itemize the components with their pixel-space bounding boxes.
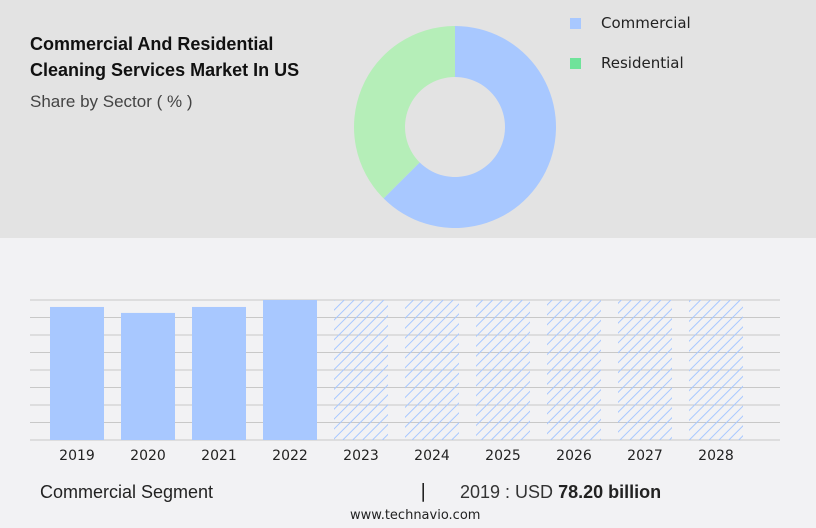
x-tick-label: 2027 <box>627 448 663 464</box>
x-tick-label: 2022 <box>272 448 308 464</box>
legend-label: Commercial <box>601 14 691 32</box>
chart-subtitle: Share by Sector ( % ) <box>30 92 193 111</box>
source-url: www.technavio.com <box>350 508 481 523</box>
x-tick-label: 2020 <box>130 448 166 464</box>
x-tick-label: 2021 <box>201 448 237 464</box>
title-line-2: Cleaning Services Market In US <box>30 60 300 80</box>
bar-2026 <box>547 300 601 440</box>
legend-residential: Residential <box>570 54 684 72</box>
bar-2023 <box>334 300 388 440</box>
separator: | <box>420 480 427 502</box>
bar-2028 <box>689 300 743 440</box>
bar-2022 <box>263 300 317 440</box>
bar-2025 <box>476 300 530 440</box>
value-text: 78.20 billion <box>558 482 662 502</box>
chart-title: Commercial And Residential Cleaning Servi… <box>30 31 299 83</box>
x-tick-label: 2028 <box>698 448 734 464</box>
x-tick-label: 2026 <box>556 448 592 464</box>
legend-label: Residential <box>601 54 684 72</box>
bar-2020 <box>121 312 175 440</box>
donut-slice-residential <box>353 26 455 199</box>
year-label: 2019 : USD <box>460 482 554 502</box>
donut-slice-commercial <box>383 26 556 228</box>
title-line-1: Commercial And Residential <box>30 34 274 54</box>
bar-2021 <box>192 306 246 440</box>
x-tick-label: 2019 <box>59 448 95 464</box>
legend-swatch <box>570 18 581 29</box>
bar-2019 <box>50 306 104 440</box>
legend-swatch <box>570 58 581 69</box>
x-tick-label: 2025 <box>485 448 521 464</box>
x-tick-label: 2023 <box>343 448 379 464</box>
x-tick-label: 2024 <box>414 448 450 464</box>
segment-label: Commercial Segment <box>40 482 214 502</box>
segment-value: 2019 : USD 78.20 billion <box>460 482 661 503</box>
bar-2027 <box>618 300 672 440</box>
legend-commercial: Commercial <box>570 14 691 32</box>
bar-2024 <box>405 300 459 440</box>
